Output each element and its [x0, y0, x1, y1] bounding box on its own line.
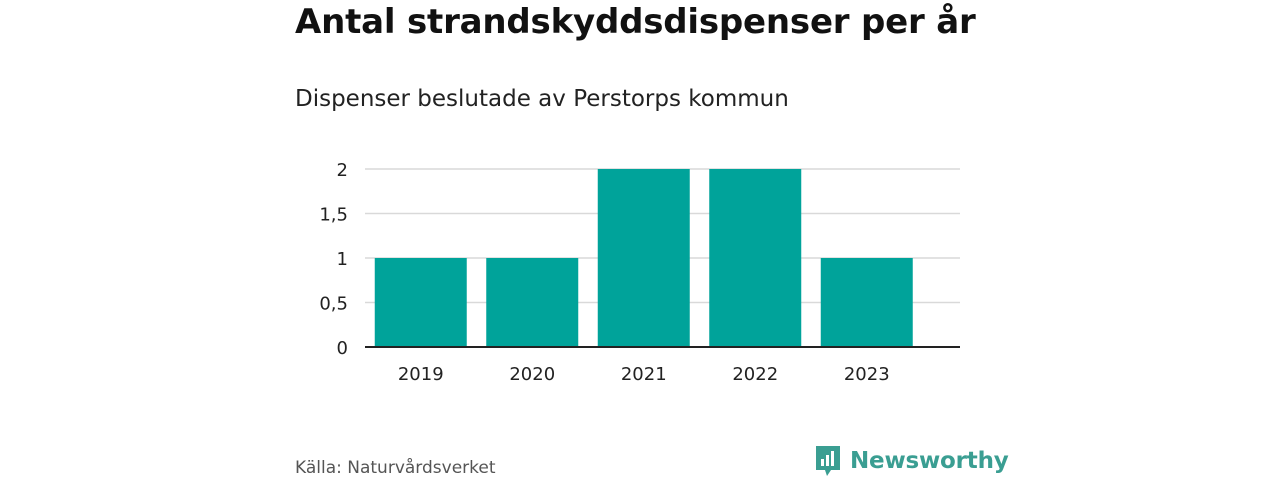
source-note: Källa: Naturvårdsverket — [295, 458, 496, 478]
y-tick-label: 1,5 — [319, 205, 348, 226]
x-tick-label: 2023 — [844, 364, 890, 385]
x-tick-label: 2019 — [398, 364, 444, 385]
y-tick-label: 2 — [337, 160, 348, 181]
bar — [374, 258, 467, 347]
x-tick-label: 2021 — [621, 364, 667, 385]
brand-name: Newsworthy — [850, 448, 1009, 474]
bar — [597, 169, 690, 347]
y-tick-label: 0,5 — [319, 294, 348, 315]
y-tick-label: 1 — [337, 249, 348, 270]
bar — [709, 169, 802, 347]
chart-title: Antal strandskyddsdispenser per år — [295, 2, 976, 42]
bar — [486, 258, 579, 347]
x-tick-label: 2022 — [732, 364, 778, 385]
x-tick-label: 2020 — [509, 364, 555, 385]
newsworthy-logo-icon — [816, 446, 840, 476]
chart-subtitle: Dispenser beslutade av Perstorps kommun — [295, 86, 789, 112]
brand-logo[interactable]: Newsworthy — [814, 444, 1009, 478]
bar — [820, 258, 913, 347]
y-tick-label: 0 — [337, 338, 348, 359]
